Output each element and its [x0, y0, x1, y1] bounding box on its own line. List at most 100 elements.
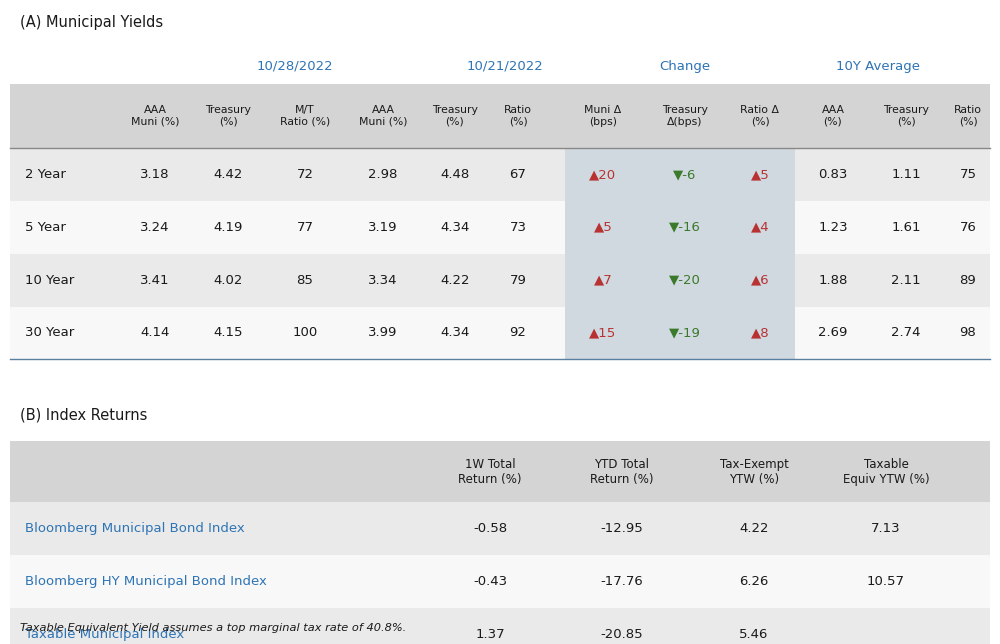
- Text: AAA
Muni (%): AAA Muni (%): [359, 105, 407, 127]
- Text: 5 Year: 5 Year: [25, 221, 66, 234]
- Text: Treasury
Δ(bps): Treasury Δ(bps): [662, 105, 708, 127]
- Text: 1.11: 1.11: [891, 168, 921, 181]
- Text: 4.22: 4.22: [440, 274, 470, 287]
- Text: 73: 73: [510, 221, 526, 234]
- Text: Ratio
(%): Ratio (%): [954, 105, 982, 127]
- Bar: [10, 441, 990, 502]
- Text: 10/21/2022: 10/21/2022: [467, 59, 543, 73]
- Bar: [565, 254, 795, 307]
- Text: 1.23: 1.23: [818, 221, 848, 234]
- Text: 85: 85: [297, 274, 313, 287]
- Text: 89: 89: [960, 274, 976, 287]
- Text: Treasury
(%): Treasury (%): [883, 105, 929, 127]
- Text: ▲7: ▲7: [594, 274, 612, 287]
- Text: ▲5: ▲5: [751, 168, 769, 181]
- Text: ▲15: ▲15: [589, 327, 617, 339]
- Text: -0.43: -0.43: [473, 575, 507, 588]
- Text: 3.18: 3.18: [140, 168, 170, 181]
- Text: ▼-16: ▼-16: [669, 221, 701, 234]
- Text: 1.88: 1.88: [818, 274, 848, 287]
- Text: 4.22: 4.22: [739, 522, 769, 535]
- Text: 3.99: 3.99: [368, 327, 398, 339]
- Text: 2 Year: 2 Year: [25, 168, 66, 181]
- Text: 77: 77: [296, 221, 314, 234]
- Text: 2.98: 2.98: [368, 168, 398, 181]
- Bar: [565, 201, 795, 254]
- Bar: [10, 148, 990, 201]
- Text: Taxable Municipal Index: Taxable Municipal Index: [25, 628, 184, 641]
- Text: ▲20: ▲20: [589, 168, 617, 181]
- Text: ▼-20: ▼-20: [669, 274, 701, 287]
- Bar: [10, 48, 990, 84]
- Text: 10/28/2022: 10/28/2022: [257, 59, 333, 73]
- Text: ▼-6: ▼-6: [673, 168, 697, 181]
- Text: AAA
Muni (%): AAA Muni (%): [131, 105, 179, 127]
- Text: 4.34: 4.34: [440, 327, 470, 339]
- Text: 4.19: 4.19: [213, 221, 243, 234]
- Text: 3.41: 3.41: [140, 274, 170, 287]
- Text: 4.14: 4.14: [140, 327, 170, 339]
- Text: 2.11: 2.11: [891, 274, 921, 287]
- Bar: [565, 148, 795, 201]
- Text: 4.42: 4.42: [213, 168, 243, 181]
- Text: (B) Index Returns: (B) Index Returns: [20, 408, 147, 423]
- Text: 4.48: 4.48: [440, 168, 470, 181]
- Text: (A) Municipal Yields: (A) Municipal Yields: [20, 15, 163, 30]
- Text: 4.34: 4.34: [440, 221, 470, 234]
- Text: 76: 76: [960, 221, 976, 234]
- Text: Muni Δ
(bps): Muni Δ (bps): [584, 105, 622, 127]
- Text: Ratio
(%): Ratio (%): [504, 105, 532, 127]
- Text: 2.74: 2.74: [891, 327, 921, 339]
- Text: 4.02: 4.02: [213, 274, 243, 287]
- Bar: [10, 307, 990, 359]
- Text: 92: 92: [510, 327, 526, 339]
- Text: 5.46: 5.46: [739, 628, 769, 641]
- Text: 0.83: 0.83: [818, 168, 848, 181]
- Text: -12.95: -12.95: [601, 522, 643, 535]
- Text: AAA
(%): AAA (%): [822, 105, 844, 127]
- Text: 4.15: 4.15: [213, 327, 243, 339]
- Text: Treasury
(%): Treasury (%): [432, 105, 478, 127]
- Text: Taxable
Equiv YTW (%): Taxable Equiv YTW (%): [843, 458, 929, 486]
- Text: 10.57: 10.57: [867, 575, 905, 588]
- Text: 3.34: 3.34: [368, 274, 398, 287]
- Text: 1.37: 1.37: [475, 628, 505, 641]
- Text: -20.85: -20.85: [601, 628, 643, 641]
- Text: 98: 98: [960, 327, 976, 339]
- Text: Treasury
(%): Treasury (%): [205, 105, 251, 127]
- Text: 30 Year: 30 Year: [25, 327, 74, 339]
- Bar: [10, 502, 990, 555]
- Text: 3.19: 3.19: [368, 221, 398, 234]
- Text: 67: 67: [510, 168, 526, 181]
- Text: Ratio Δ
(%): Ratio Δ (%): [740, 105, 780, 127]
- Text: Bloomberg HY Municipal Bond Index: Bloomberg HY Municipal Bond Index: [25, 575, 267, 588]
- Text: 79: 79: [510, 274, 526, 287]
- Text: ▲8: ▲8: [751, 327, 769, 339]
- Text: 3.24: 3.24: [140, 221, 170, 234]
- Text: 7.13: 7.13: [871, 522, 901, 535]
- Text: 2.69: 2.69: [818, 327, 848, 339]
- Text: YTD Total
Return (%): YTD Total Return (%): [590, 458, 654, 486]
- Text: ▲5: ▲5: [594, 221, 612, 234]
- Text: ▼-19: ▼-19: [669, 327, 701, 339]
- Text: -0.58: -0.58: [473, 522, 507, 535]
- Text: M/T
Ratio (%): M/T Ratio (%): [280, 105, 330, 127]
- Text: 1.61: 1.61: [891, 221, 921, 234]
- Text: 10 Year: 10 Year: [25, 274, 74, 287]
- Text: Tax-Exempt
YTW (%): Tax-Exempt YTW (%): [720, 458, 788, 486]
- Bar: [10, 84, 990, 148]
- Text: Taxable Equivalent Yield assumes a top marginal tax rate of 40.8%.: Taxable Equivalent Yield assumes a top m…: [20, 623, 406, 633]
- Bar: [10, 201, 990, 254]
- Text: 1W Total
Return (%): 1W Total Return (%): [458, 458, 522, 486]
- Bar: [10, 555, 990, 608]
- Bar: [10, 254, 990, 307]
- Text: ▲6: ▲6: [751, 274, 769, 287]
- Bar: [565, 307, 795, 359]
- Text: Bloomberg Municipal Bond Index: Bloomberg Municipal Bond Index: [25, 522, 245, 535]
- Text: ▲4: ▲4: [751, 221, 769, 234]
- Text: Change: Change: [659, 59, 711, 73]
- Text: 75: 75: [960, 168, 976, 181]
- Text: 10Y Average: 10Y Average: [836, 59, 920, 73]
- Text: -17.76: -17.76: [601, 575, 643, 588]
- Bar: [10, 608, 990, 644]
